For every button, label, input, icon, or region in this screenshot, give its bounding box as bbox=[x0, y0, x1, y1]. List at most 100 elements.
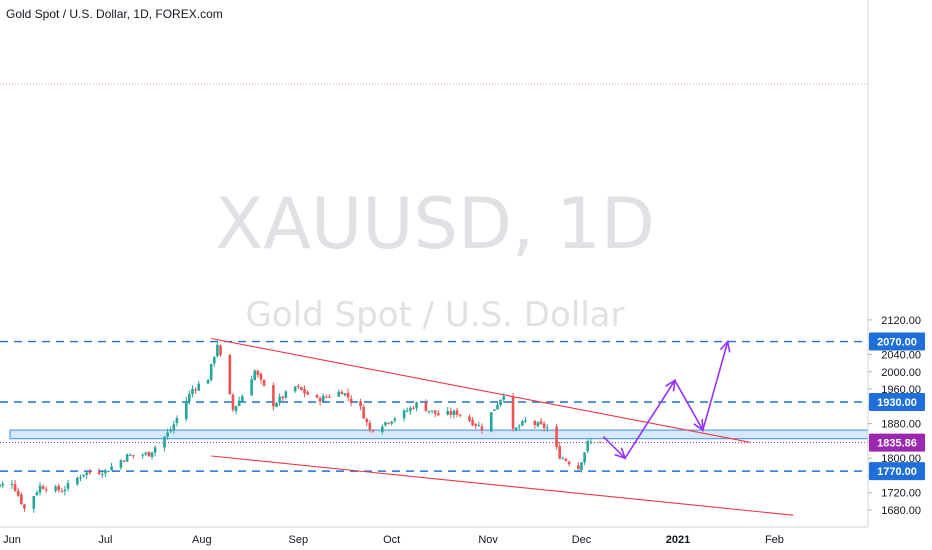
candle-body bbox=[371, 430, 375, 432]
candle-body bbox=[23, 504, 26, 509]
candle-body bbox=[100, 474, 104, 476]
candle bbox=[259, 372, 263, 384]
candle-body bbox=[368, 423, 372, 430]
candle-body bbox=[402, 410, 406, 419]
watermark: XAUUSD, 1D Gold Spot / U.S. Dollar bbox=[215, 183, 655, 335]
level-price-tag-box bbox=[869, 462, 925, 481]
candle bbox=[10, 479, 14, 490]
y-tick-label: 1720.00 bbox=[881, 488, 921, 500]
candle-body bbox=[586, 440, 590, 452]
level-price-tag-label: 1930.00 bbox=[877, 397, 917, 409]
candle bbox=[427, 410, 431, 414]
candle-body bbox=[209, 363, 213, 381]
candle-body bbox=[337, 391, 341, 397]
candle bbox=[477, 421, 481, 427]
candle bbox=[253, 369, 257, 381]
candle bbox=[100, 471, 104, 478]
candle bbox=[468, 414, 471, 423]
candle bbox=[209, 363, 213, 382]
candle bbox=[54, 484, 57, 493]
x-tick-label: Sep bbox=[289, 534, 309, 546]
candle-body bbox=[1, 483, 4, 486]
candle-body bbox=[598, 441, 602, 443]
candle-body bbox=[412, 407, 415, 409]
candle-body bbox=[583, 452, 586, 463]
candle bbox=[284, 390, 288, 400]
candle-body bbox=[253, 370, 257, 380]
x-tick-label: Oct bbox=[383, 534, 400, 546]
symbol-title: Gold Spot / U.S. Dollar, 1D, FOREX.com bbox=[6, 7, 223, 21]
candle-body bbox=[141, 454, 145, 456]
candle-body bbox=[577, 465, 580, 470]
candle bbox=[297, 383, 300, 390]
candle-body bbox=[262, 379, 266, 386]
candle-body bbox=[20, 494, 23, 505]
candle-body bbox=[85, 472, 88, 475]
candle-body bbox=[122, 460, 126, 462]
candle-body bbox=[175, 418, 179, 423]
candle bbox=[256, 369, 260, 378]
candle-body bbox=[259, 373, 263, 380]
candle-body bbox=[480, 426, 484, 431]
candle-body bbox=[539, 421, 543, 425]
candle bbox=[231, 393, 235, 413]
candle bbox=[387, 422, 390, 425]
candle bbox=[153, 445, 157, 457]
candle-body bbox=[321, 395, 325, 402]
candle bbox=[79, 474, 82, 482]
candle bbox=[359, 398, 362, 411]
candle-body bbox=[272, 385, 275, 407]
candle-body bbox=[542, 423, 546, 428]
candle-body bbox=[433, 410, 437, 414]
candle bbox=[303, 385, 306, 398]
candle bbox=[175, 415, 179, 427]
candle bbox=[41, 484, 45, 490]
projection-arrowhead bbox=[614, 447, 627, 460]
candle bbox=[262, 379, 266, 387]
candle-body bbox=[13, 484, 17, 491]
candle bbox=[371, 429, 375, 433]
level-price-tag-box bbox=[869, 332, 925, 351]
candle bbox=[228, 354, 232, 395]
candle bbox=[141, 453, 145, 459]
watermark-symbol: XAUUSD, 1D bbox=[215, 183, 655, 265]
candle bbox=[44, 486, 48, 494]
candle bbox=[82, 474, 85, 478]
candle bbox=[415, 401, 418, 412]
candle bbox=[393, 416, 397, 423]
candle bbox=[524, 416, 527, 424]
candle bbox=[430, 410, 434, 414]
candle-body bbox=[293, 386, 297, 392]
candle bbox=[424, 399, 428, 412]
candle bbox=[306, 390, 309, 395]
candle-body bbox=[474, 424, 477, 426]
candle bbox=[197, 380, 201, 392]
candle-body bbox=[533, 421, 537, 425]
candle-body bbox=[387, 422, 390, 424]
candle bbox=[402, 408, 406, 422]
level-price-tag: 2070.00 bbox=[869, 332, 925, 351]
projection-arrowhead bbox=[719, 339, 731, 353]
candle bbox=[328, 394, 331, 399]
candle-body bbox=[381, 426, 384, 433]
candle-body bbox=[471, 419, 474, 426]
candle bbox=[598, 441, 602, 443]
candle-body bbox=[384, 422, 387, 426]
candle bbox=[349, 395, 353, 407]
candle-body bbox=[163, 436, 166, 448]
candle bbox=[458, 414, 462, 418]
candle bbox=[533, 419, 537, 429]
candle bbox=[128, 453, 132, 456]
candle bbox=[132, 455, 135, 459]
candle-body bbox=[107, 470, 110, 472]
candle-body bbox=[567, 461, 571, 465]
candle-body bbox=[496, 404, 499, 410]
candle-body bbox=[328, 396, 331, 398]
candle-body bbox=[97, 472, 101, 475]
candle-body bbox=[318, 397, 322, 402]
candle bbox=[172, 420, 176, 434]
x-tick-label: Feb bbox=[765, 534, 784, 546]
candle-body bbox=[119, 460, 123, 468]
candle bbox=[340, 389, 344, 395]
